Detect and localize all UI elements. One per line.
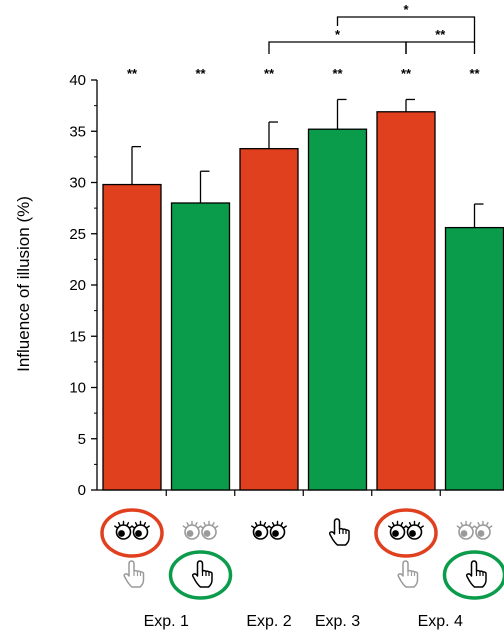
bar: [309, 129, 367, 490]
experiment-label: Exp. 1: [144, 613, 189, 630]
condition-icon-group: [171, 522, 231, 599]
pointing-hand-icon: [330, 519, 349, 545]
experiment-label: Exp. 3: [315, 613, 360, 630]
bar: [377, 112, 435, 490]
y-tick-label: 20: [69, 277, 86, 294]
condition-icon-group: [330, 519, 349, 545]
pointing-hand-icon: [398, 561, 417, 587]
significance-label: **: [195, 66, 206, 81]
y-tick-label: 15: [69, 328, 86, 345]
highlight-circle: [376, 510, 436, 556]
condition-icon-group: [102, 510, 162, 587]
y-tick-label: 30: [69, 175, 86, 192]
y-tick-label: 35: [69, 123, 86, 140]
bar: [103, 185, 161, 490]
eyes-icon: [389, 522, 423, 540]
y-tick-label: 10: [69, 380, 86, 397]
comparison-bracket: [406, 42, 475, 54]
significance-label: **: [332, 66, 343, 81]
condition-icon-group: [376, 510, 436, 587]
significance-label: **: [264, 66, 275, 81]
bars: ** ** ** ** ** **: [103, 66, 504, 490]
comparison-bracket: [269, 42, 406, 54]
highlight-circle: [102, 510, 162, 556]
pointing-hand-icon: [124, 561, 143, 587]
condition-icon-group: [445, 522, 504, 599]
eyes-icon: [183, 522, 217, 540]
y-tick-label: 40: [69, 72, 86, 89]
pointing-hand-icon: [193, 561, 212, 587]
y-tick-label: 25: [69, 226, 86, 243]
comparison-bracket: [338, 17, 475, 42]
experiment-label: Exp. 2: [246, 613, 291, 630]
y-tick-label: 5: [78, 431, 86, 448]
comparison-label: *: [335, 27, 341, 42]
eyes-icon: [115, 522, 149, 540]
condition-icon-group: [252, 522, 286, 540]
bar: [446, 228, 504, 490]
comparison-label: **: [435, 27, 446, 42]
bar: [240, 149, 298, 490]
comparison-label: *: [403, 2, 409, 17]
eyes-icon: [252, 522, 286, 540]
experiment-label: Exp. 4: [418, 613, 463, 630]
experiment-labels: Exp. 1 Exp. 2 Exp. 3 Exp. 4: [144, 613, 463, 630]
significance-label: **: [401, 66, 412, 81]
condition-icons: [102, 510, 504, 598]
bar: [172, 203, 230, 490]
comparison-brackets: * ***: [269, 2, 475, 54]
y-axis-label: Influence of illusion (%): [14, 196, 33, 372]
significance-label: **: [469, 66, 480, 81]
pointing-hand-icon: [467, 561, 486, 587]
y-tick-label: 0: [78, 482, 86, 499]
significance-label: **: [127, 66, 138, 81]
eyes-icon: [457, 522, 491, 540]
